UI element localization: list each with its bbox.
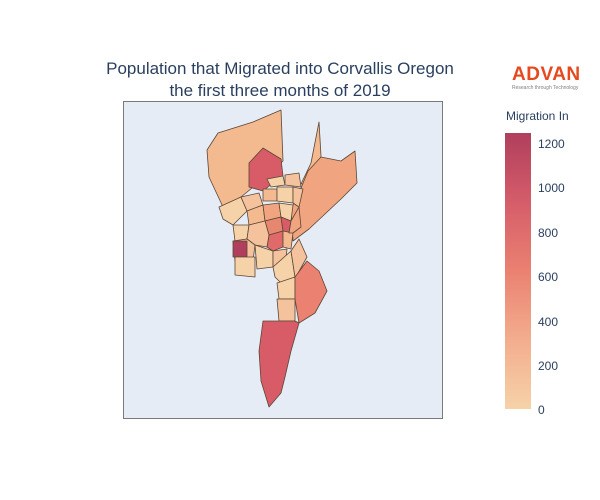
region-w1 xyxy=(218,196,248,226)
colorbar-tick-200: 200 xyxy=(538,359,559,373)
map-title: Population that Migrated into Corvallis … xyxy=(0,58,560,102)
region-s-east xyxy=(294,260,328,324)
region-a2 xyxy=(284,172,302,188)
region-a3 xyxy=(262,188,278,202)
colorbar-tick-600: 600 xyxy=(538,270,559,284)
region-sw2 xyxy=(234,256,256,278)
logo-wordmark: ADVAN xyxy=(512,64,581,85)
colorbar-tick-1200: 1200 xyxy=(538,137,565,151)
colorbar-tick-1000: 1000 xyxy=(538,181,565,195)
region-s4 xyxy=(276,298,296,322)
region-south-long xyxy=(258,320,300,408)
title-line-2: the first three months of 2019 xyxy=(169,81,391,100)
region-sw-high xyxy=(232,240,248,258)
region-d8 xyxy=(288,206,302,234)
colorbar-title: Migration In xyxy=(506,109,569,123)
choropleth-map[interactable] xyxy=(123,101,443,419)
region-s2 xyxy=(290,238,308,278)
title-line-1: Population that Migrated into Corvallis … xyxy=(106,59,454,78)
logo-tagline: Research through Technology xyxy=(512,85,579,91)
advan-logo: ADVAN Research through Technology xyxy=(512,64,592,91)
colorbar-tick-800: 800 xyxy=(538,226,559,240)
colorbar-tick-400: 400 xyxy=(538,315,559,329)
region-w4 xyxy=(232,224,250,242)
region-a4 xyxy=(276,186,294,204)
colorbar xyxy=(505,133,531,409)
colorbar-tick-0: 0 xyxy=(538,403,545,417)
region-d7 xyxy=(282,230,294,250)
